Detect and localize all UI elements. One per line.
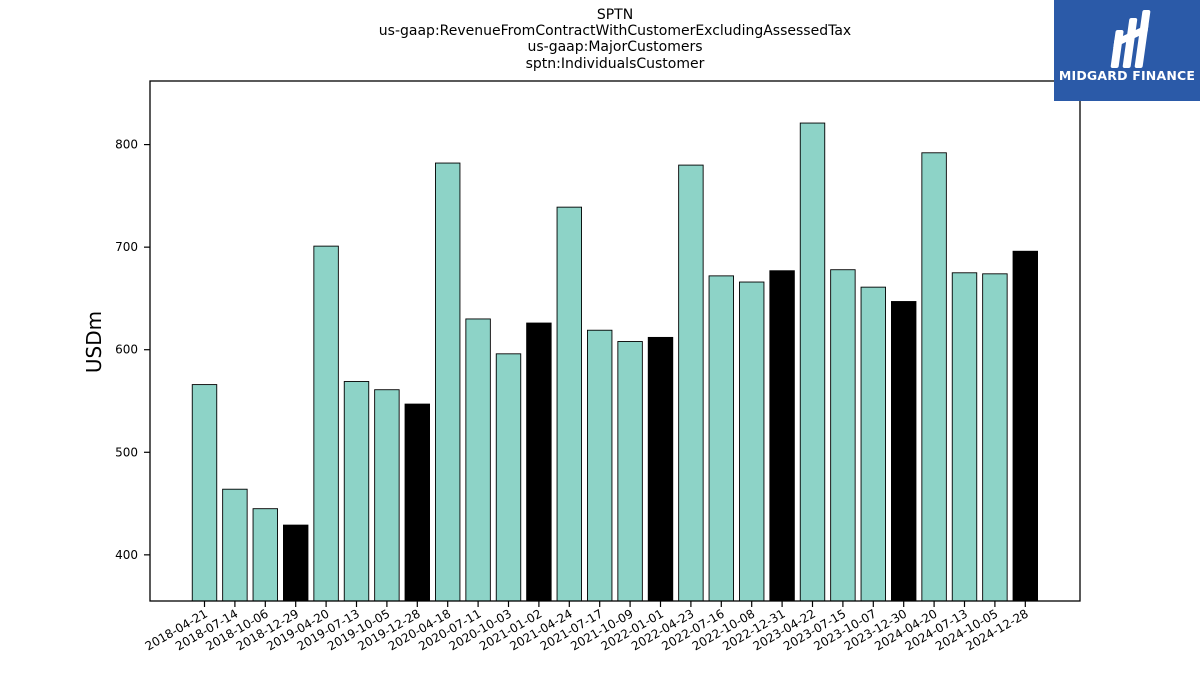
y-tick-label-600: 600 bbox=[115, 343, 138, 357]
bar-2018-12-29 bbox=[283, 524, 309, 602]
bar-2020-07-11 bbox=[465, 318, 491, 602]
midgard-finance-logo: MIDGARD FINANCE bbox=[1054, 0, 1200, 101]
bar-2022-01-01 bbox=[647, 336, 674, 602]
y-tick-label-500: 500 bbox=[115, 445, 138, 459]
title-line-2: us-gaap:RevenueFromContractWithCustomerE… bbox=[378, 23, 852, 39]
bar-2019-10-05 bbox=[374, 389, 400, 602]
title-line-4: sptn:IndividualsCustomer bbox=[525, 56, 705, 72]
bar-2024-10-05 bbox=[982, 273, 1008, 602]
plot-frame bbox=[149, 80, 1081, 602]
title-line-3: us-gaap:MajorCustomers bbox=[527, 39, 703, 55]
bar-2020-04-18 bbox=[435, 162, 461, 602]
logo-text: MIDGARD FINANCE bbox=[1058, 68, 1196, 83]
bar-2022-07-16 bbox=[708, 275, 734, 602]
bar-2018-04-21 bbox=[191, 384, 218, 602]
midgard-logo-icon bbox=[1110, 10, 1151, 68]
y-tick-label-800: 800 bbox=[115, 138, 138, 152]
bar-2024-12-28 bbox=[1012, 250, 1038, 602]
bar-2021-04-24 bbox=[556, 206, 582, 602]
bar-2022-10-08 bbox=[739, 281, 765, 602]
bar-2022-04-23 bbox=[678, 164, 704, 602]
bar-2018-10-06 bbox=[252, 508, 279, 602]
title-line-1: SPTN bbox=[596, 7, 634, 23]
bar-2021-07-17 bbox=[587, 329, 613, 602]
y-tick-label-400: 400 bbox=[115, 548, 138, 562]
bar-2024-07-13 bbox=[951, 272, 978, 602]
bar-2023-04-22 bbox=[799, 122, 826, 602]
y-tick-label-700: 700 bbox=[115, 240, 138, 254]
bar-2023-10-07 bbox=[860, 286, 886, 602]
bar-2020-10-03 bbox=[495, 353, 522, 602]
bar-2021-10-09 bbox=[617, 341, 643, 602]
bar-2019-04-20 bbox=[313, 245, 339, 602]
bar-2018-07-14 bbox=[222, 488, 248, 602]
bar-2024-04-20 bbox=[921, 152, 947, 602]
bar-2023-12-30 bbox=[891, 301, 917, 602]
bar-2021-01-02 bbox=[526, 322, 552, 602]
bar-2019-12-28 bbox=[404, 403, 430, 602]
bar-2019-07-13 bbox=[343, 381, 370, 602]
bar-2022-12-31 bbox=[769, 270, 795, 602]
bar-2023-07-15 bbox=[830, 269, 856, 602]
